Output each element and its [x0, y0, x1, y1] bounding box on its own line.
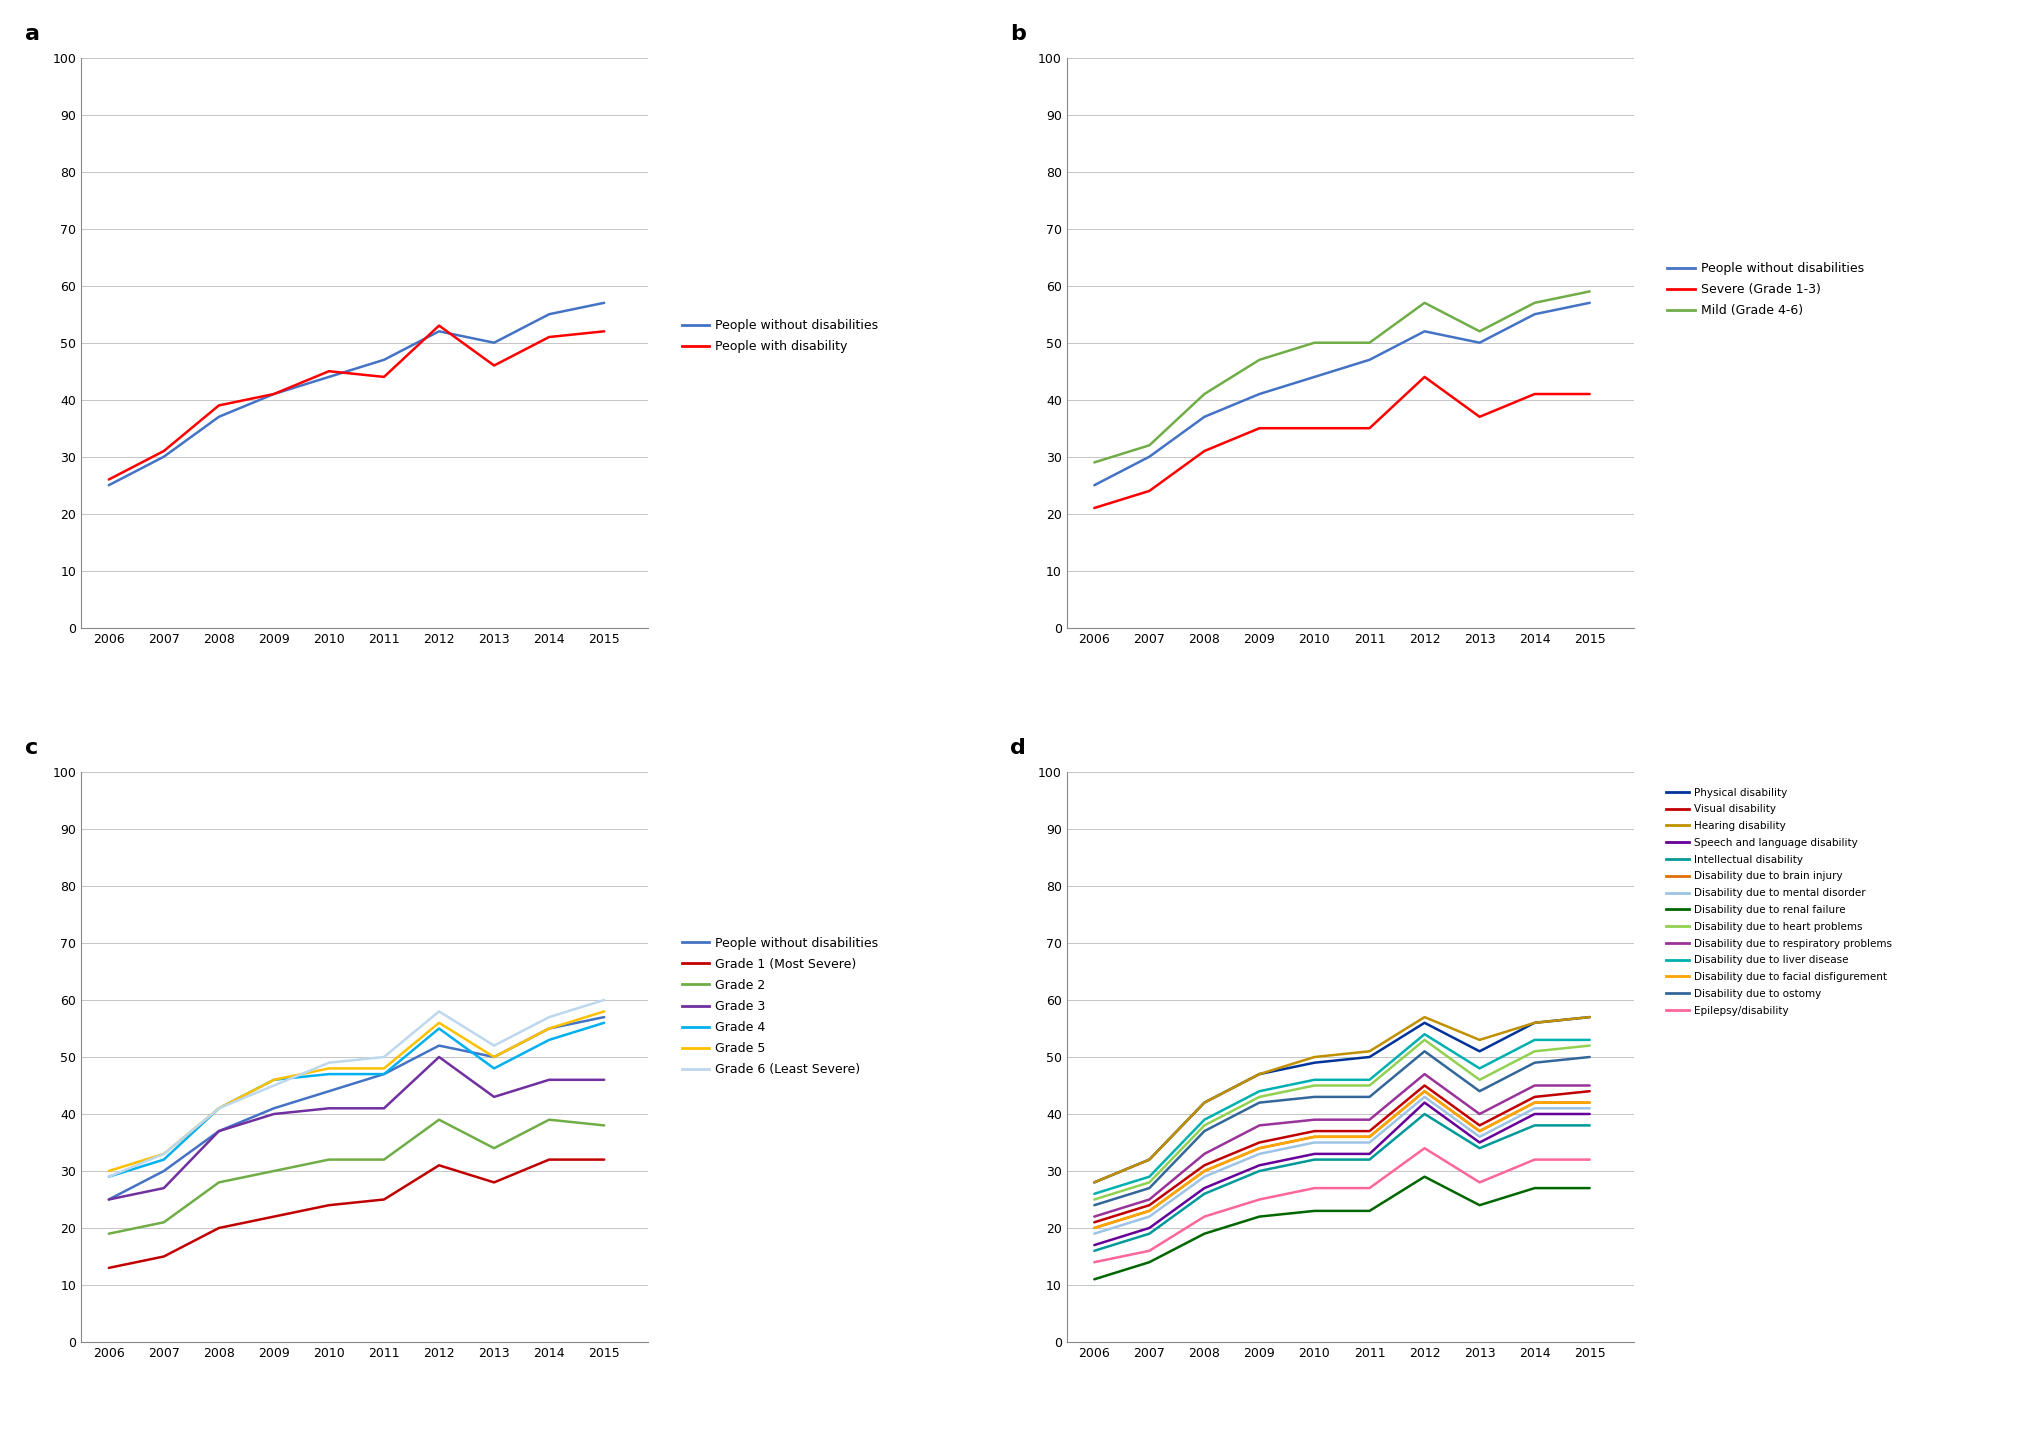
Legend: People without disabilities, People with disability: People without disabilities, People with…: [677, 315, 884, 358]
Text: d: d: [1010, 737, 1026, 758]
Text: c: c: [24, 737, 39, 758]
Text: a: a: [24, 23, 39, 43]
Text: b: b: [1010, 23, 1026, 43]
Legend: Physical disability, Visual disability, Hearing disability, Speech and language : Physical disability, Visual disability, …: [1662, 784, 1896, 1020]
Legend: People without disabilities, Severe (Grade 1-3), Mild (Grade 4-6): People without disabilities, Severe (Gra…: [1662, 257, 1869, 322]
Legend: People without disabilities, Grade 1 (Most Severe), Grade 2, Grade 3, Grade 4, G: People without disabilities, Grade 1 (Mo…: [677, 932, 884, 1081]
